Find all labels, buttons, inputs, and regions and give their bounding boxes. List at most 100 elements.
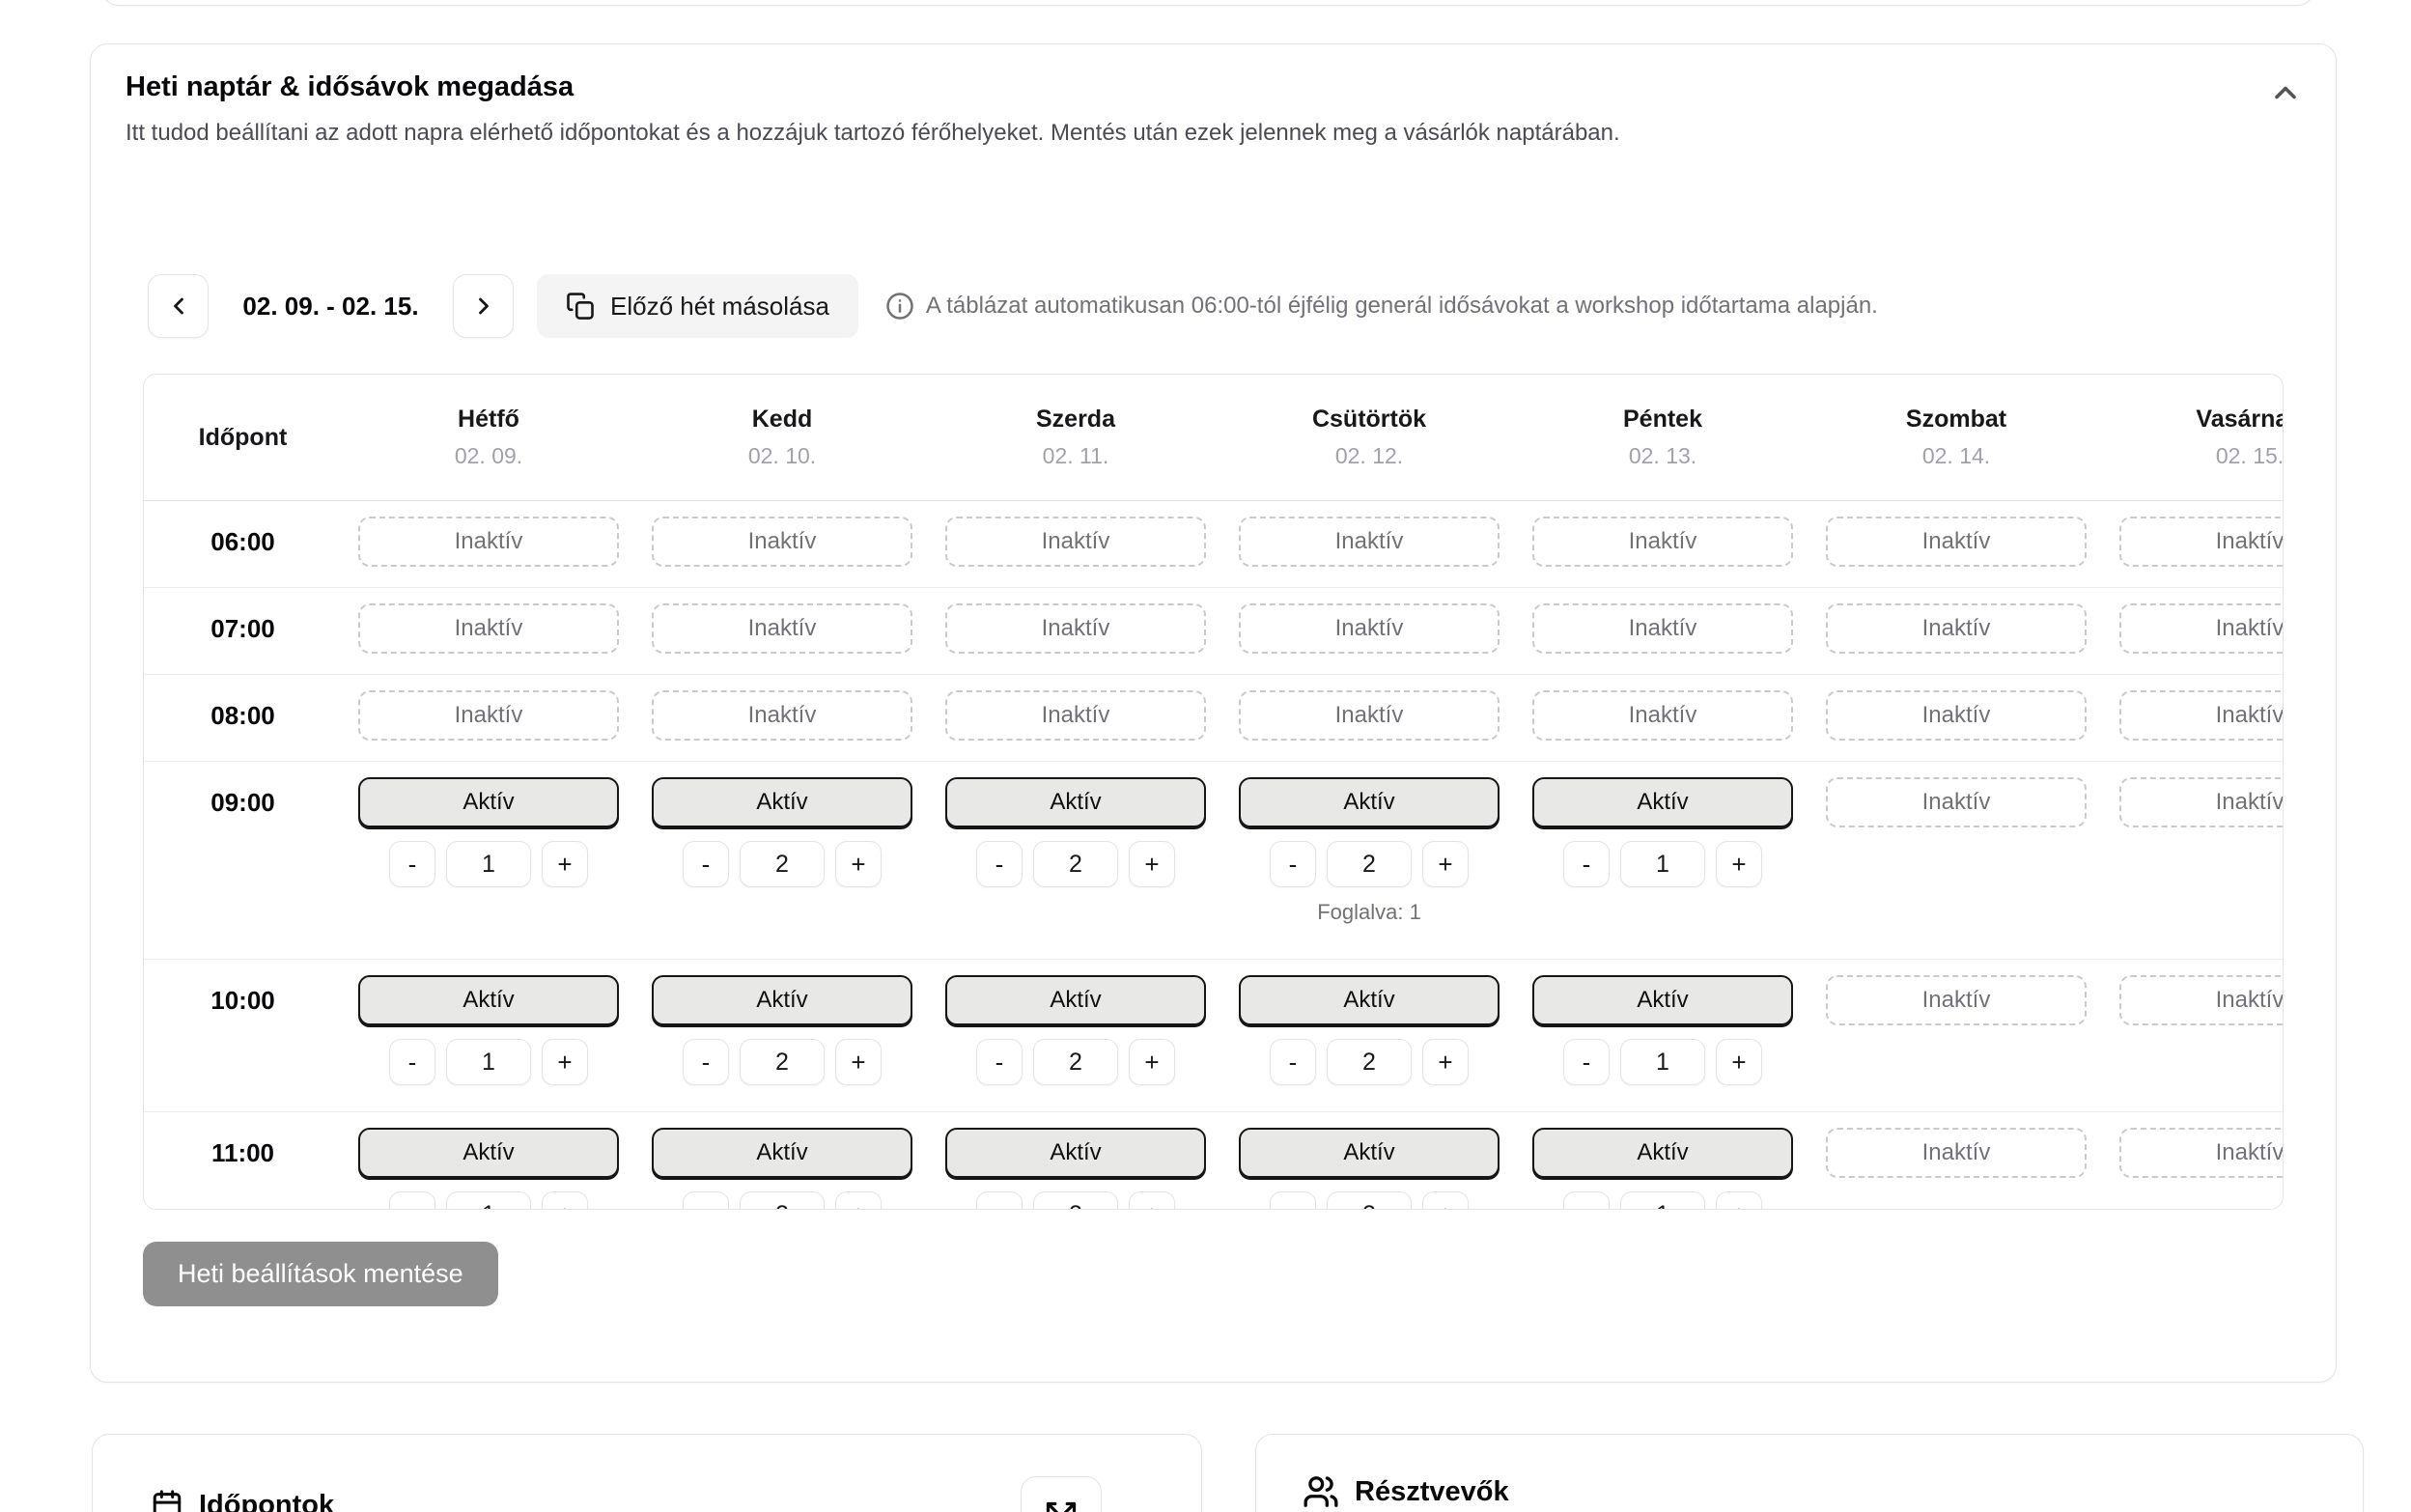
slot-state-toggle[interactable]: Inaktív xyxy=(945,690,1206,741)
capacity-decrease-button[interactable]: - xyxy=(1563,841,1610,887)
capacity-value[interactable]: 2 xyxy=(740,841,825,887)
slot-state-toggle[interactable]: Aktív xyxy=(652,1128,912,1178)
capacity-value[interactable]: 2 xyxy=(740,1191,825,1209)
capacity-decrease-button[interactable]: - xyxy=(389,841,435,887)
capacity-decrease-button[interactable]: - xyxy=(1270,1191,1316,1209)
slot-state-toggle[interactable]: Aktív xyxy=(1532,975,1793,1025)
slot-state-toggle[interactable]: Inaktív xyxy=(1239,603,1500,654)
capacity-value[interactable]: 1 xyxy=(446,1039,531,1085)
next-week-button[interactable] xyxy=(453,274,514,338)
slot-state-toggle[interactable]: Inaktív xyxy=(1826,975,2087,1025)
time-cell: 10:00 xyxy=(144,960,342,1111)
day-date: 02. 15. xyxy=(2215,443,2284,468)
slot-state-toggle[interactable]: Aktív xyxy=(652,975,912,1025)
slot-state-toggle[interactable]: Inaktív xyxy=(2119,777,2283,827)
slot-state-toggle[interactable]: Aktív xyxy=(358,777,619,827)
capacity-value[interactable]: 1 xyxy=(1620,841,1705,887)
capacity-decrease-button[interactable]: - xyxy=(976,841,1023,887)
capacity-increase-button[interactable]: + xyxy=(1716,1191,1762,1209)
capacity-decrease-button[interactable]: - xyxy=(1270,1039,1316,1085)
slot-state-toggle[interactable]: Aktív xyxy=(945,975,1206,1025)
save-week-settings-button[interactable]: Heti beállítások mentése xyxy=(143,1242,498,1306)
capacity-increase-button[interactable]: + xyxy=(542,1191,588,1209)
slot-state-toggle[interactable]: Inaktív xyxy=(1532,517,1793,567)
slot-state-toggle[interactable]: Inaktív xyxy=(1239,690,1500,741)
capacity-value[interactable]: 2 xyxy=(1327,841,1412,887)
slot-state-toggle[interactable]: Inaktív xyxy=(2119,517,2283,567)
slot-state-toggle[interactable]: Inaktív xyxy=(1826,690,2087,741)
slot-cell: Aktív -2+ xyxy=(635,960,929,1111)
capacity-increase-button[interactable]: + xyxy=(1716,841,1762,887)
capacity-increase-button[interactable]: + xyxy=(1129,841,1175,887)
slot-state-toggle[interactable]: Inaktív xyxy=(1532,603,1793,654)
capacity-value[interactable]: 2 xyxy=(740,1039,825,1085)
slot-state-toggle[interactable]: Inaktív xyxy=(1532,690,1793,741)
capacity-increase-button[interactable]: + xyxy=(835,1191,882,1209)
capacity-increase-button[interactable]: + xyxy=(1129,1191,1175,1209)
capacity-value[interactable]: 2 xyxy=(1327,1039,1412,1085)
capacity-decrease-button[interactable]: - xyxy=(683,841,729,887)
capacity-decrease-button[interactable]: - xyxy=(683,1191,729,1209)
capacity-increase-button[interactable]: + xyxy=(1716,1039,1762,1085)
slot-state-toggle[interactable]: Inaktív xyxy=(1826,603,2087,654)
capacity-increase-button[interactable]: + xyxy=(835,841,882,887)
capacity-increase-button[interactable]: + xyxy=(542,1039,588,1085)
slot-state-toggle[interactable]: Aktív xyxy=(945,1128,1206,1178)
capacity-value[interactable]: 2 xyxy=(1033,841,1118,887)
slot-state-toggle[interactable]: Inaktív xyxy=(2119,603,2283,654)
slot-state-toggle[interactable]: Aktív xyxy=(652,777,912,827)
capacity-increase-button[interactable]: + xyxy=(1422,841,1469,887)
expand-appointments-button[interactable] xyxy=(1021,1476,1102,1512)
capacity-value[interactable]: 1 xyxy=(446,1191,531,1209)
capacity-decrease-button[interactable]: - xyxy=(1563,1039,1610,1085)
slot-state-toggle[interactable]: Inaktív xyxy=(945,603,1206,654)
slot-state-toggle[interactable]: Inaktív xyxy=(2119,690,2283,741)
capacity-increase-button[interactable]: + xyxy=(835,1039,882,1085)
slot-state-toggle[interactable]: Inaktív xyxy=(652,690,912,741)
capacity-decrease-button[interactable]: - xyxy=(1563,1191,1610,1209)
capacity-value[interactable]: 2 xyxy=(1033,1039,1118,1085)
slot-state-toggle[interactable]: Inaktív xyxy=(1826,517,2087,567)
slot-state-toggle[interactable]: Inaktív xyxy=(358,603,619,654)
capacity-increase-button[interactable]: + xyxy=(542,841,588,887)
capacity-increase-button[interactable]: + xyxy=(1422,1191,1469,1209)
capacity-value[interactable]: 1 xyxy=(1620,1039,1705,1085)
slot-state-toggle[interactable]: Aktív xyxy=(1239,777,1500,827)
previous-week-button[interactable] xyxy=(148,274,209,338)
collapse-section-button[interactable] xyxy=(2260,68,2311,118)
slot-state-toggle[interactable]: Aktív xyxy=(1239,975,1500,1025)
capacity-decrease-button[interactable]: - xyxy=(976,1191,1023,1209)
slot-state-toggle[interactable]: Inaktív xyxy=(2119,975,2283,1025)
slot-state-toggle[interactable]: Inaktív xyxy=(358,517,619,567)
participants-card: Résztvevők xyxy=(1255,1434,2364,1512)
capacity-value[interactable]: 1 xyxy=(1620,1191,1705,1209)
slot-state-toggle[interactable]: Inaktív xyxy=(1239,517,1500,567)
capacity-increase-button[interactable]: + xyxy=(1129,1039,1175,1085)
slot-cell: Aktív -1+ xyxy=(342,762,635,959)
slot-state-toggle[interactable]: Aktív xyxy=(1239,1128,1500,1178)
time-column-header-label: Időpont xyxy=(198,423,288,451)
slot-state-toggle[interactable]: Aktív xyxy=(358,975,619,1025)
slot-state-toggle[interactable]: Aktív xyxy=(945,777,1206,827)
capacity-value[interactable]: 2 xyxy=(1327,1191,1412,1209)
slot-state-toggle[interactable]: Inaktív xyxy=(652,517,912,567)
capacity-decrease-button[interactable]: - xyxy=(683,1039,729,1085)
capacity-decrease-button[interactable]: - xyxy=(389,1039,435,1085)
copy-previous-week-button[interactable]: Előző hét másolása xyxy=(537,274,858,338)
slot-state-toggle[interactable]: Inaktív xyxy=(1826,777,2087,827)
slot-state-toggle[interactable]: Inaktív xyxy=(358,690,619,741)
capacity-value[interactable]: 2 xyxy=(1033,1191,1118,1209)
slot-state-toggle[interactable]: Inaktív xyxy=(1826,1128,2087,1178)
slot-state-toggle[interactable]: Inaktív xyxy=(652,603,912,654)
capacity-decrease-button[interactable]: - xyxy=(389,1191,435,1209)
capacity-decrease-button[interactable]: - xyxy=(1270,841,1316,887)
slot-state-toggle[interactable]: Inaktív xyxy=(945,517,1206,567)
capacity-increase-button[interactable]: + xyxy=(1422,1039,1469,1085)
capacity-decrease-button[interactable]: - xyxy=(976,1039,1023,1085)
slot-state-toggle[interactable]: Aktív xyxy=(358,1128,619,1178)
capacity-value[interactable]: 1 xyxy=(446,841,531,887)
slot-state-toggle[interactable]: Aktív xyxy=(1532,777,1793,827)
slot-state-toggle[interactable]: Aktív xyxy=(1532,1128,1793,1178)
slot-state-toggle[interactable]: Inaktív xyxy=(2119,1128,2283,1178)
time-cell: 06:00 xyxy=(144,501,342,587)
